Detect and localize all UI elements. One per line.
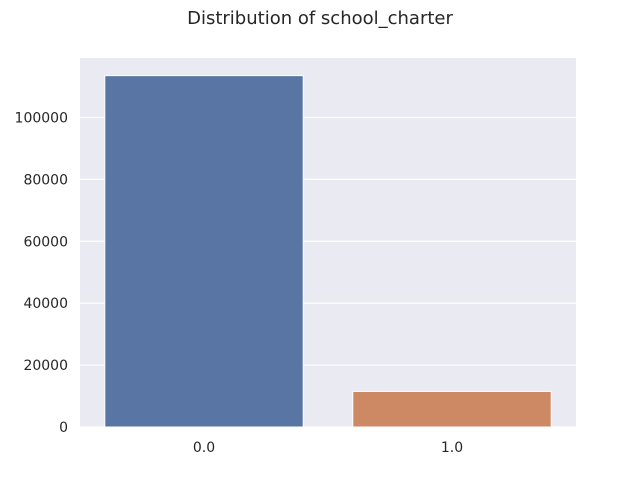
y-tick-label: 40000 [23, 296, 68, 312]
chart-title: Distribution of school_charter [187, 8, 453, 29]
bar-1.0 [352, 390, 552, 428]
y-tick-label: 60000 [23, 234, 68, 250]
y-tick-label: 80000 [23, 172, 68, 188]
x-tick-label: 0.0 [193, 440, 215, 456]
bar-0.0 [104, 75, 304, 428]
x-axis-ticks: 0.0 1.0 [193, 440, 463, 456]
y-tick-label: 0 [59, 420, 68, 436]
y-tick-label: 100000 [15, 110, 68, 126]
bars [104, 75, 552, 428]
x-tick-label: 1.0 [441, 440, 463, 456]
y-axis-ticks: 0 20000 40000 60000 80000 100000 [15, 110, 68, 436]
y-tick-label: 20000 [23, 358, 68, 374]
